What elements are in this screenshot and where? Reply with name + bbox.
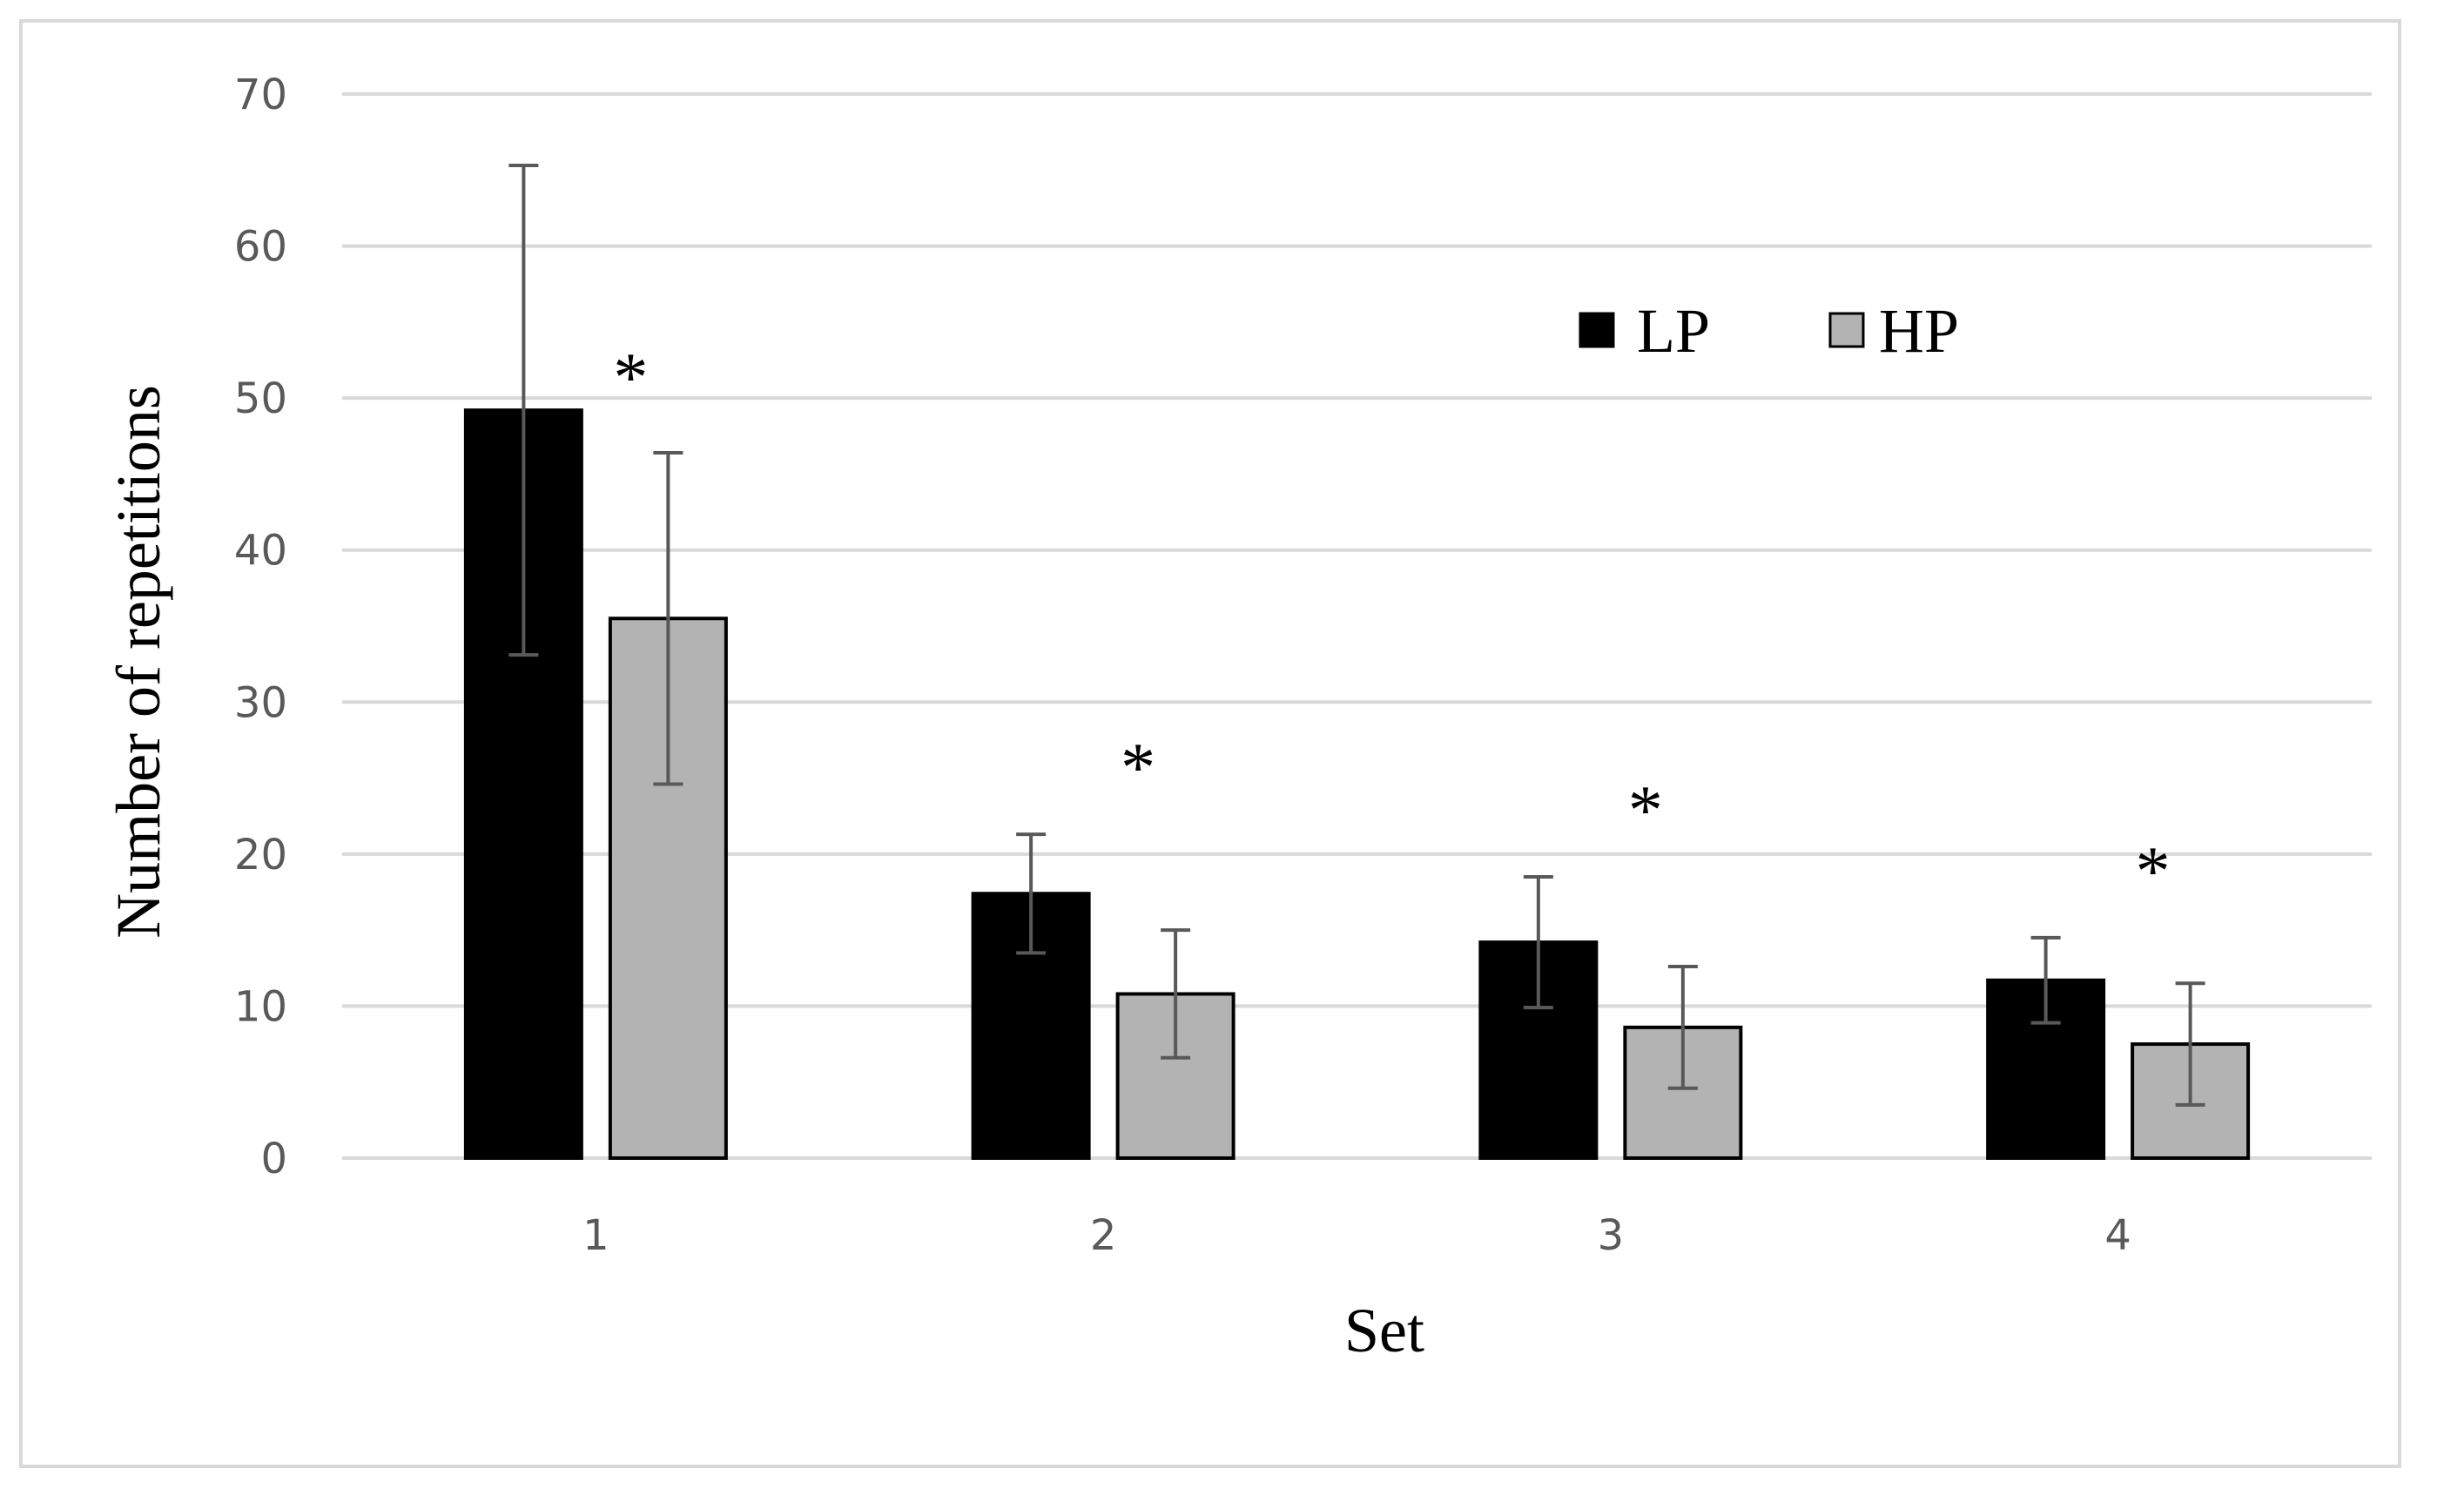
x-tick-label-1: 1: [582, 1211, 609, 1260]
y-axis-title: Number of repetitions: [104, 385, 173, 939]
y-tick-label-70: 70: [234, 71, 287, 119]
legend-swatch-lp: [1579, 312, 1615, 348]
error-bar-lp-set-2: [1016, 832, 1047, 955]
error-bar-hp-set-4: [2175, 981, 2205, 1107]
error-bar-lp-set-4: [2030, 935, 2061, 1025]
y-tick-label-30: 30: [234, 678, 287, 727]
significance-marker-set-4: *: [2136, 833, 2171, 910]
significance-marker-set-2: *: [1121, 730, 1155, 806]
error-bars: [508, 164, 2205, 1107]
legend-swatch-hp: [1828, 312, 1865, 348]
y-tick-label-60: 60: [234, 223, 287, 272]
x-tick-label-4: 4: [2104, 1211, 2131, 1260]
error-bar-hp-set-3: [1667, 965, 1698, 1090]
error-bar-lp-set-3: [1523, 875, 1553, 1010]
y-axis-ticks: 0 10 20 30 40 50 60 70: [234, 71, 287, 1183]
x-tick-label-3: 3: [1598, 1211, 1625, 1260]
error-bar-hp-set-1: [653, 450, 683, 786]
legend: LP HP: [1579, 296, 1959, 366]
error-bar-lp-set-1: [508, 164, 539, 657]
y-tick-label-0: 0: [260, 1135, 287, 1183]
chart-frame: [19, 19, 2401, 1468]
bars: [463, 408, 2251, 1161]
y-tick-label-20: 20: [234, 831, 287, 879]
significance-markers: * * * *: [613, 340, 2170, 910]
x-axis-title: Set: [1344, 1296, 1424, 1365]
x-axis-ticks: 1 2 3 4: [582, 1211, 2131, 1260]
significance-marker-set-3: *: [1628, 772, 1663, 849]
y-tick-label-40: 40: [234, 527, 287, 576]
y-tick-label-50: 50: [234, 374, 287, 423]
x-tick-label-2: 2: [1090, 1211, 1117, 1260]
error-bar-hp-set-2: [1161, 928, 1191, 1060]
legend-label-hp: HP: [1879, 296, 1959, 366]
significance-marker-set-1: *: [613, 340, 648, 416]
y-tick-label-10: 10: [234, 982, 287, 1031]
legend-label-lp: LP: [1637, 296, 1710, 366]
